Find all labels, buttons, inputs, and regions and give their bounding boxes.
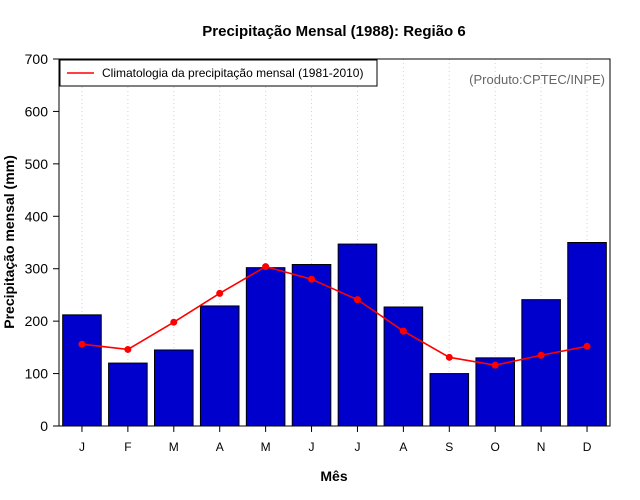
x-tick-label: D xyxy=(583,440,592,454)
y-tick-label: 400 xyxy=(25,208,49,224)
bar-4 xyxy=(199,305,240,427)
legend: Climatologia da precipitação mensal (198… xyxy=(59,59,378,87)
bar-2 xyxy=(108,362,148,427)
y-tick-label: 200 xyxy=(25,313,49,329)
y-axis: 0 100 200 300 400 500 600 700 xyxy=(25,51,59,434)
y-tick-label: 0 xyxy=(40,418,48,434)
climatology-point-10 xyxy=(491,361,499,369)
x-tick-label: M xyxy=(261,440,271,454)
bar-3 xyxy=(154,349,194,427)
source-credit: (Produto:CPTEC/INPE) xyxy=(469,72,605,87)
x-tick-label: A xyxy=(216,440,224,454)
bar-12 xyxy=(567,242,607,427)
climatology-point-4 xyxy=(216,289,224,297)
x-tick-label: J xyxy=(309,440,315,454)
y-axis-title: Precipitação mensal (mm) xyxy=(1,155,17,329)
x-tick-label: A xyxy=(399,440,407,454)
x-tick-label: J xyxy=(79,440,85,454)
climatology-point-12 xyxy=(583,342,591,350)
y-tick-label: 100 xyxy=(25,366,49,382)
legend-entry-climatology: Climatologia da precipitação mensal (198… xyxy=(102,66,363,80)
bar-7 xyxy=(337,243,378,427)
x-tick-label: O xyxy=(491,440,500,454)
chart-title: Precipitação Mensal (1988): Região 6 xyxy=(202,23,465,40)
bar-series xyxy=(62,242,607,427)
climatology-point-3 xyxy=(170,318,178,326)
climatology-line-series xyxy=(78,263,591,369)
x-axis-title: Mês xyxy=(320,468,347,484)
climatology-point-1 xyxy=(78,340,86,348)
x-tick-label: S xyxy=(445,440,453,454)
x-tick-label: F xyxy=(124,440,131,454)
climatology-point-5 xyxy=(262,263,270,271)
bar-5 xyxy=(245,267,286,427)
y-tick-label: 700 xyxy=(25,51,49,67)
climatology-point-11 xyxy=(537,351,545,359)
climatology-point-6 xyxy=(308,275,316,283)
climatology-point-2 xyxy=(124,345,132,353)
climatology-line xyxy=(81,265,588,366)
x-tick-label: N xyxy=(537,440,546,454)
y-tick-label: 300 xyxy=(25,261,49,277)
bar-8 xyxy=(383,306,424,427)
bar-11 xyxy=(521,299,561,427)
x-tick-label: M xyxy=(169,440,179,454)
legend-box xyxy=(59,59,378,87)
x-tick-label: J xyxy=(354,440,360,454)
bar-6 xyxy=(291,264,332,427)
climatology-point-9 xyxy=(445,353,453,361)
bar-9 xyxy=(429,373,470,427)
y-tick-label: 500 xyxy=(25,156,49,172)
bar-1 xyxy=(62,314,102,427)
y-tick-label: 600 xyxy=(25,103,49,119)
plot-area-frame xyxy=(58,58,611,427)
bar-10 xyxy=(475,357,515,427)
climatology-point-7 xyxy=(353,296,361,304)
climatology-point-8 xyxy=(399,327,407,335)
